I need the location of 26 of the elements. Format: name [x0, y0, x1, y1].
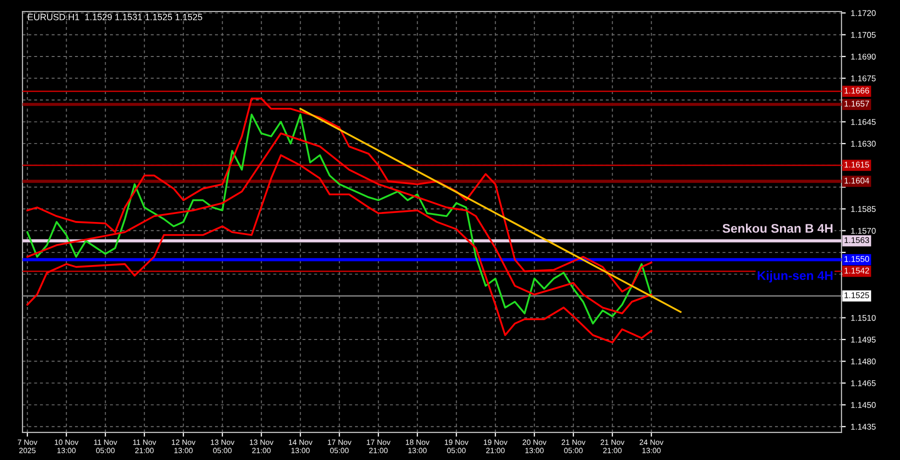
y-tick-label: 1.1630 [851, 140, 876, 147]
y-tick-label: 1.1675 [851, 75, 876, 82]
ref-line-label: 1.1666 [844, 88, 870, 94]
y-tick-label: 1.1435 [851, 424, 876, 430]
y-tick-label: 1.1510 [851, 314, 876, 321]
ref-line-label: 1.1615 [844, 162, 870, 168]
ref-line-label: 1.1525 [844, 292, 870, 298]
y-tick-label: 1.1720 [851, 10, 876, 16]
y-tick-label: 1.1480 [851, 358, 876, 364]
y-tick-label: 1.1450 [851, 402, 876, 408]
ref-line-label: 1.1550 [844, 256, 870, 262]
y-tick-label: 1.1645 [851, 119, 876, 125]
y-tick-label: 1.1495 [851, 336, 876, 343]
chart-title: EURUSD.H1 1.1529 1.1531 1.1525 1.1525 [28, 14, 202, 20]
ref-line-label: 1.1657 [844, 100, 870, 107]
line-series [26, 154, 652, 344]
annotation: Kijun-sen 4H [758, 270, 832, 282]
ref-line-label: 1.1542 [844, 268, 870, 274]
ref-line-label: 1.1604 [844, 178, 870, 184]
y-tick-label: 1.1690 [851, 54, 876, 60]
annotation: Senkou Snan B 4H [722, 224, 832, 233]
y-tick-label: 1.1705 [851, 32, 876, 38]
y-tick-label: 1.1465 [851, 380, 876, 386]
y-tick-label: 1.1585 [851, 206, 876, 212]
ref-line-label: 1.1563 [844, 237, 870, 244]
y-tick-label: 1.1570 [851, 228, 876, 234]
